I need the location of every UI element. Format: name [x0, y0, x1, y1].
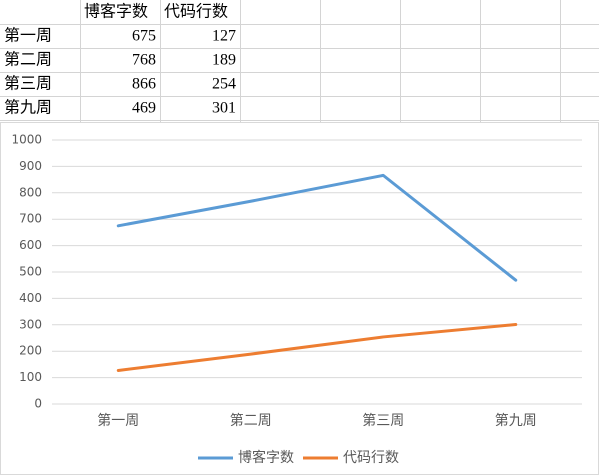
y-tick-label: 400 [19, 291, 42, 305]
row-label: 第二周 [4, 51, 52, 69]
legend-label: 博客字数 [238, 449, 294, 466]
y-tick-label: 500 [19, 265, 42, 279]
y-tick-label: 800 [19, 185, 42, 199]
y-tick-label: 0 [34, 397, 42, 411]
cell-value: 189 [212, 52, 236, 69]
cell-value: 768 [132, 52, 156, 69]
legend-label: 代码行数 [343, 450, 399, 466]
x-tick-label: 第二周 [230, 412, 272, 429]
cell-value: 127 [212, 28, 236, 45]
y-tick-label: 700 [19, 212, 42, 226]
x-tick-label: 第九周 [495, 412, 537, 429]
column-header: 博客字数 [84, 3, 148, 21]
y-tick-label: 100 [19, 370, 42, 384]
series-line [116, 173, 518, 282]
cell-value: 254 [212, 76, 236, 93]
cell-value: 469 [132, 100, 156, 117]
y-tick-label: 200 [19, 344, 42, 358]
sheet-grid [0, 0, 599, 122]
series-line [116, 323, 518, 372]
row-label: 第三周 [4, 75, 52, 93]
y-tick-label: 300 [19, 317, 42, 331]
x-tick-label: 第三周 [362, 412, 404, 429]
y-tick-label: 1000 [11, 133, 42, 147]
row-label: 第九周 [4, 99, 52, 117]
cell-value: 675 [132, 28, 156, 45]
y-tick-label: 600 [19, 238, 42, 252]
cell-value: 301 [212, 100, 236, 117]
column-header: 代码行数 [164, 3, 228, 21]
cell-value: 866 [132, 76, 156, 93]
row-label: 第一周 [4, 27, 52, 45]
y-tick-label: 900 [19, 159, 42, 173]
x-tick-label: 第一周 [97, 412, 139, 429]
